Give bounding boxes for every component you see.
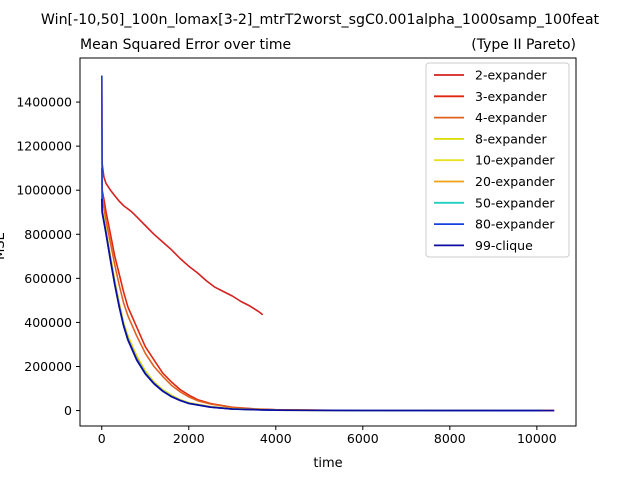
x-tick-label: 6000	[347, 431, 379, 446]
legend-box	[425, 62, 570, 258]
y-tick-label: 200000	[24, 359, 72, 374]
y-tick-label: 800000	[24, 227, 72, 242]
chart-suptitle: Win[-10,50]_100n_lomax[3-2]_mtrT2worst_s…	[41, 12, 600, 28]
legend: 2-expander 3-expander 4-expander 8-expander…	[425, 62, 570, 258]
x-tick-label: 0	[98, 431, 106, 446]
x-tick-label: 10000	[517, 431, 557, 446]
legend-label: 80-expander	[475, 217, 555, 232]
y-tick-label: 400000	[24, 315, 72, 330]
series-line-2-expander	[101, 75, 264, 316]
y-tick-label: 600000	[24, 271, 72, 286]
x-tick-label: 2000	[173, 431, 205, 446]
y-tick-label: 1000000	[16, 183, 72, 198]
legend-label: 8-expander	[475, 131, 547, 146]
legend-label: 99-clique	[475, 238, 533, 253]
legend-label: 10-expander	[475, 153, 555, 168]
y-tick-label: 0	[64, 403, 72, 418]
chart-title-right: (Type II Pareto)	[471, 37, 576, 53]
y-tick-label: 1200000	[16, 139, 72, 154]
legend-label: 4-expander	[475, 110, 547, 125]
x-tick-label: 4000	[260, 431, 292, 446]
x-axis-label: time	[313, 456, 342, 471]
y-tick-label: 1400000	[16, 95, 72, 110]
y-axis-label: MSE	[0, 232, 8, 260]
chart-title: Mean Squared Error over time	[80, 37, 291, 53]
legend-label: 50-expander	[475, 195, 555, 210]
axis-ticks: 0 2000 4000 6000 8000 10000 0 200000 400000 60000…	[16, 95, 556, 446]
legend-label: 2-expander	[475, 68, 547, 83]
legend-label: 3-expander	[475, 89, 547, 104]
series-lines	[101, 75, 555, 412]
plot-frame	[79, 57, 577, 427]
x-tick-label: 8000	[434, 431, 466, 446]
series-line-99-clique	[101, 198, 555, 412]
legend-label: 20-expander	[475, 174, 555, 189]
